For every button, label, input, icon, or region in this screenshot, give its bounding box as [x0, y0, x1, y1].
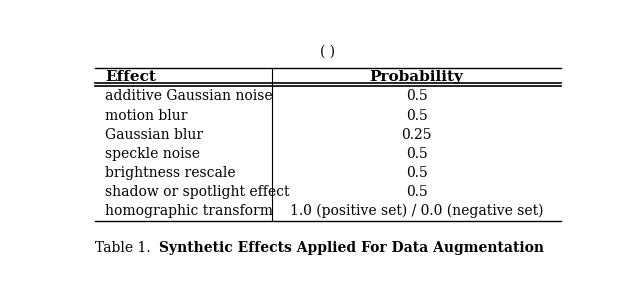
Text: additive Gaussian noise: additive Gaussian noise [105, 89, 273, 103]
Text: Synthetic Effects Applied For Data Augmentation: Synthetic Effects Applied For Data Augme… [159, 241, 544, 255]
Text: Table 1.: Table 1. [95, 241, 159, 255]
Text: Gaussian blur: Gaussian blur [105, 128, 203, 142]
Text: 0.5: 0.5 [406, 166, 428, 180]
Text: ( ): ( ) [321, 45, 335, 59]
Text: 0.5: 0.5 [406, 185, 428, 199]
Text: 0.25: 0.25 [401, 128, 432, 142]
Text: homographic transform: homographic transform [105, 204, 273, 218]
Text: 0.5: 0.5 [406, 147, 428, 161]
Text: motion blur: motion blur [105, 108, 188, 123]
Text: speckle noise: speckle noise [105, 147, 200, 161]
Text: 1.0 (positive set) / 0.0 (negative set): 1.0 (positive set) / 0.0 (negative set) [290, 204, 543, 219]
Text: brightness rescale: brightness rescale [105, 166, 236, 180]
Text: 0.5: 0.5 [406, 108, 428, 123]
Text: Probability: Probability [370, 70, 463, 84]
Text: 0.5: 0.5 [406, 89, 428, 103]
Text: shadow or spotlight effect: shadow or spotlight effect [105, 185, 289, 199]
Text: Effect: Effect [105, 70, 156, 84]
